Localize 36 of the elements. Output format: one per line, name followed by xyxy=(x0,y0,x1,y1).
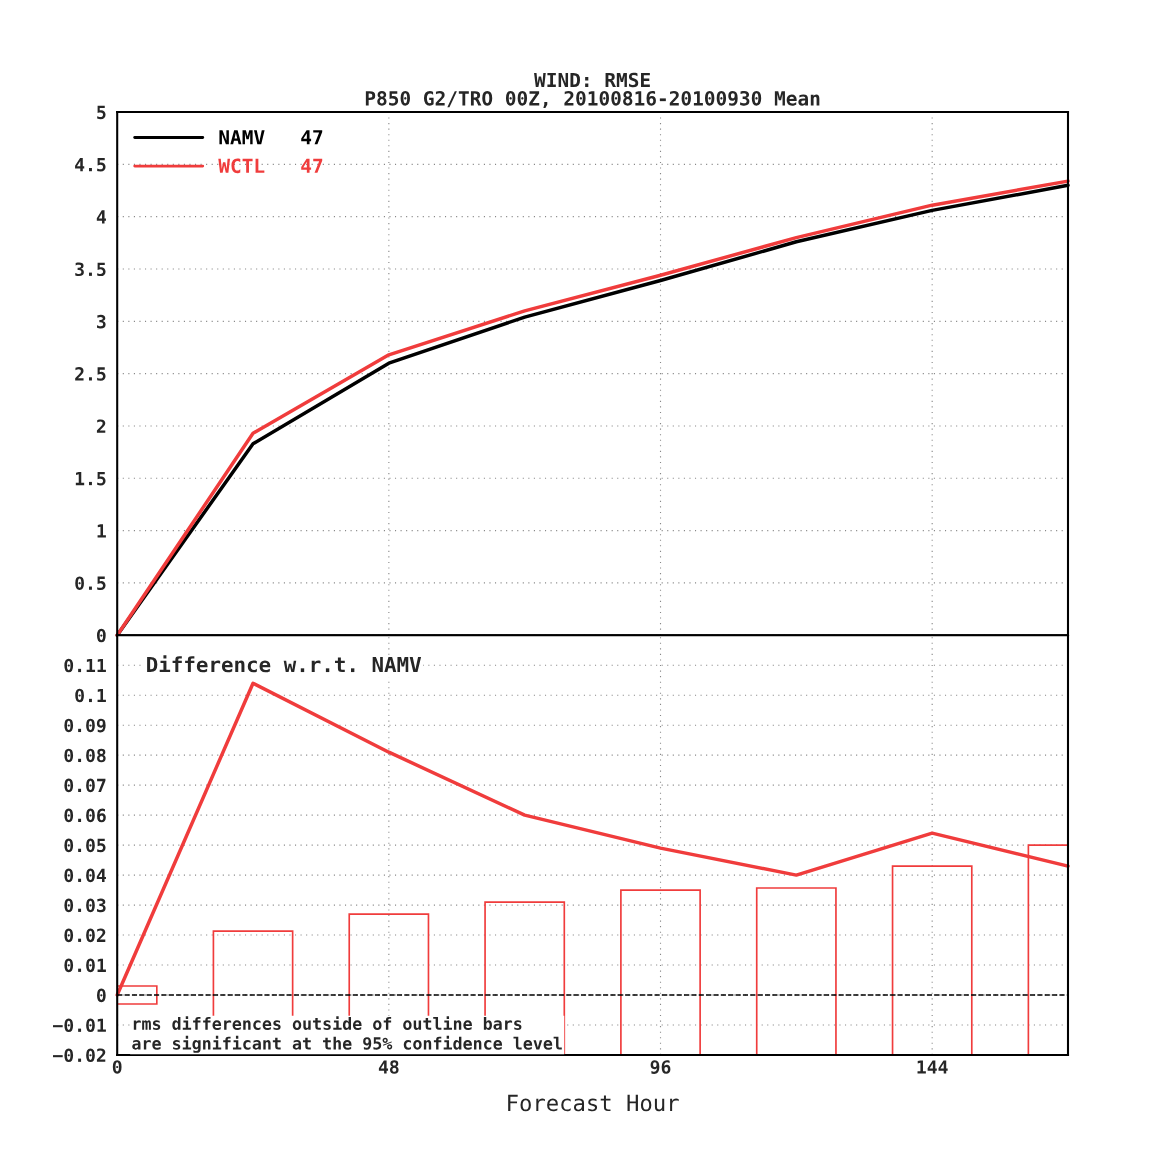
y-tick-label: 0.5 xyxy=(75,576,106,591)
y-tick-label: 0.03 xyxy=(64,898,106,913)
x-tick-label: 48 xyxy=(378,1060,399,1074)
y-tick-label: 1 xyxy=(97,524,106,538)
chart-title: WIND: RMSE xyxy=(534,72,650,88)
y-tick-label: 0.05 xyxy=(64,838,106,853)
y-tick-label: 5 xyxy=(97,105,106,120)
y-tick-label: 4 xyxy=(96,210,106,224)
y-tick-label: −0.02 xyxy=(53,1048,106,1063)
y-tick-label: 1.5 xyxy=(75,471,106,486)
x-tick-label: 144 xyxy=(917,1060,948,1074)
y-tick-label: 0 xyxy=(96,628,106,643)
y-tick-label: 2.5 xyxy=(75,367,106,381)
legend-label: NAMV 47 xyxy=(219,130,323,145)
y-tick-label: 3.5 xyxy=(75,262,106,277)
y-tick-label: 0.09 xyxy=(64,718,106,733)
y-tick-label: 0.08 xyxy=(64,748,106,763)
y-tick-label: 0.1 xyxy=(75,688,106,703)
y-tick-label: 0.11 xyxy=(64,658,106,673)
y-tick-label: 0.04 xyxy=(64,868,106,883)
x-axis-title: Forecast Hour xyxy=(508,1094,679,1112)
y-tick-label: 4.5 xyxy=(75,158,106,172)
x-tick-label: 0 xyxy=(112,1060,122,1074)
y-tick-label: 3 xyxy=(97,314,106,329)
annotation: rms differences outside of outline bars are significant at the 95% confidence level xyxy=(132,1016,562,1053)
annotation: Difference w.r.t. NAMV xyxy=(147,655,422,673)
y-tick-label: 2 xyxy=(96,419,106,433)
y-tick-label: −0.01 xyxy=(53,1018,106,1033)
y-tick-label: 0.01 xyxy=(64,958,106,973)
y-tick-label: 0 xyxy=(96,988,106,1003)
y-tick-label: 0.06 xyxy=(64,808,106,823)
y-tick-label: 0.02 xyxy=(64,928,106,943)
chart-subtitle: P850 G2/TRO 00Z, 20100816-20100930 Mean xyxy=(365,90,820,109)
y-tick-label: 0.07 xyxy=(64,778,106,793)
x-tick-label: 96 xyxy=(650,1060,671,1074)
legend-label: WCTL 47 xyxy=(218,158,323,174)
